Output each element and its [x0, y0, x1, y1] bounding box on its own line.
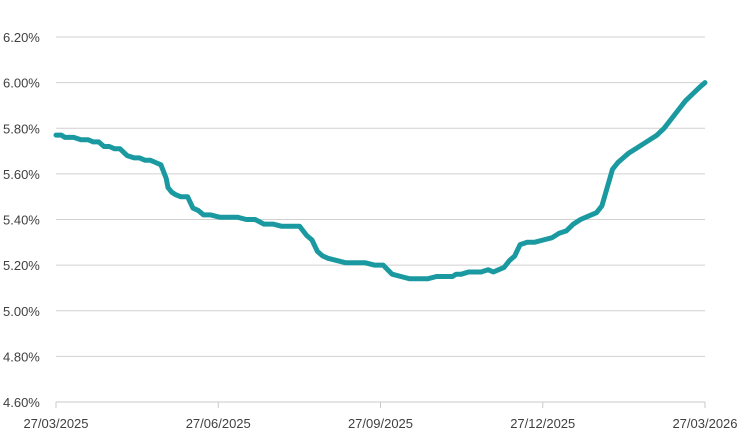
y-tick-label: 5.40%: [3, 213, 40, 228]
x-tick-label: 27/06/2025: [186, 416, 251, 431]
y-tick-label: 5.00%: [3, 304, 40, 319]
x-tick-label: 27/03/2025: [23, 416, 88, 431]
y-tick-label: 4.60%: [3, 395, 40, 410]
y-tick-label: 5.60%: [3, 167, 40, 182]
y-tick-label: 6.00%: [3, 76, 40, 91]
y-tick-labels: 4.60% 4.80% 5.00% 5.20% 5.40% 5.60% 5.80% 6.00%…: [3, 30, 40, 410]
x-tick-label: 27/09/2025: [348, 416, 413, 431]
series-line: [53, 80, 708, 282]
y-tick-label: 5.20%: [3, 258, 40, 273]
series: [53, 80, 708, 282]
y-tick-label: 5.80%: [3, 121, 40, 136]
x-tick-label: 27/03/2026: [672, 416, 737, 431]
y-tick-label: 4.80%: [3, 349, 40, 364]
x-tick-label: 27/12/2025: [510, 416, 575, 431]
y-tick-label: 6.20%: [3, 30, 40, 45]
gridlines: [56, 36, 705, 357]
axes: [55, 401, 706, 408]
x-tick-labels: 27/03/2025 27/06/2025 27/09/2025 27/12/2025…: [23, 416, 737, 431]
